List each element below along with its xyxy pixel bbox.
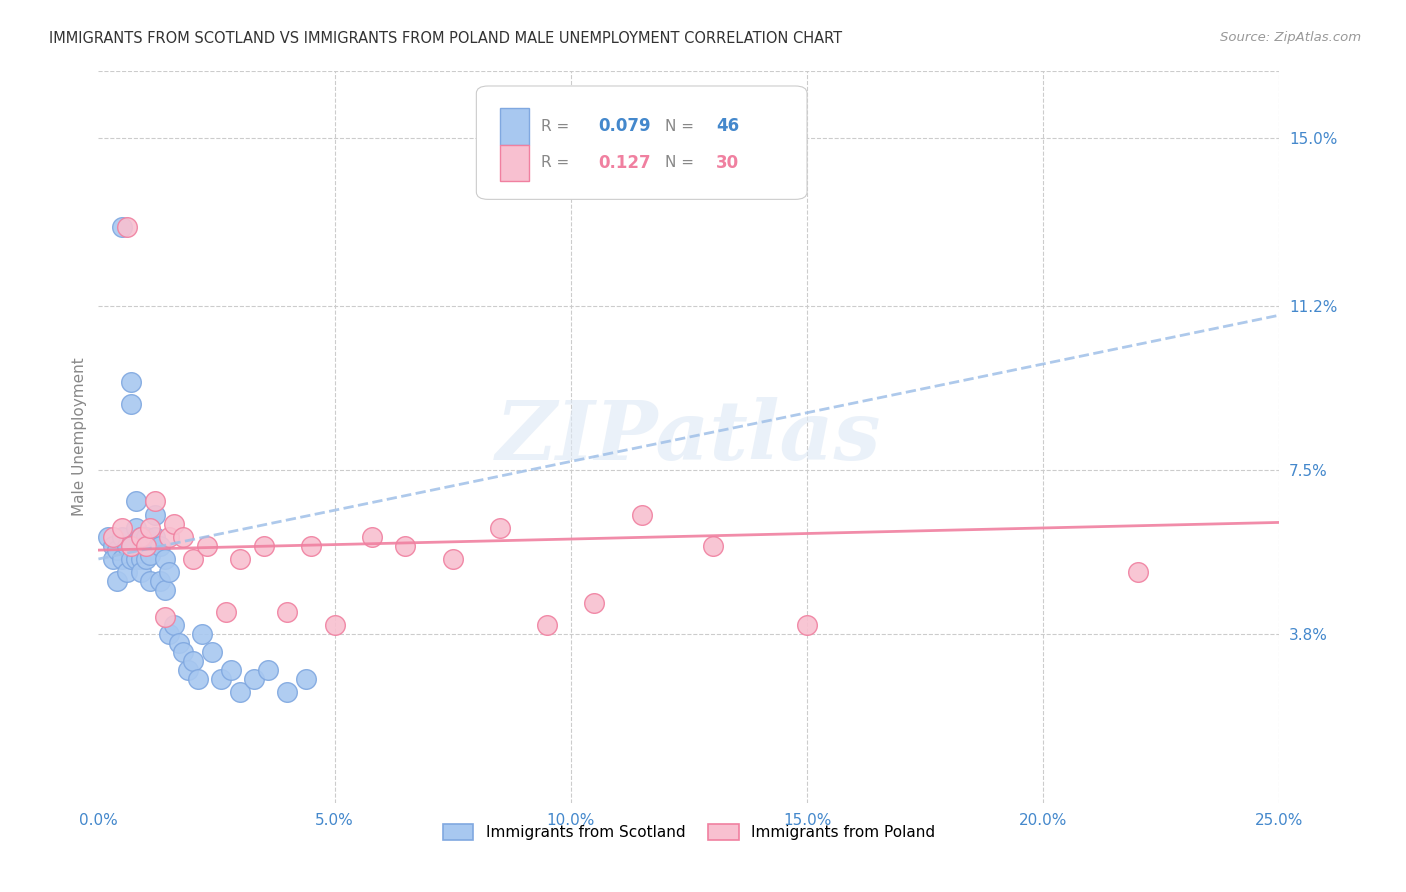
Point: [229, 685, 252, 699]
FancyBboxPatch shape: [501, 145, 530, 181]
Point: [323, 618, 346, 632]
Point: [181, 552, 204, 566]
Point: [229, 552, 252, 566]
Point: [536, 618, 558, 632]
Text: 0.127: 0.127: [598, 153, 651, 172]
Point: [143, 530, 166, 544]
Point: [129, 530, 152, 544]
Point: [111, 521, 134, 535]
Point: [153, 609, 176, 624]
Text: R =: R =: [541, 155, 575, 170]
Text: 0.079: 0.079: [598, 117, 651, 136]
Point: [149, 539, 172, 553]
Point: [299, 539, 322, 553]
Point: [195, 539, 218, 553]
Point: [139, 574, 162, 589]
Point: [394, 539, 416, 553]
Point: [115, 219, 138, 234]
Point: [172, 645, 194, 659]
Point: [219, 663, 242, 677]
Point: [796, 618, 818, 632]
Legend: Immigrants from Scotland, Immigrants from Poland: Immigrants from Scotland, Immigrants fro…: [437, 818, 941, 847]
Point: [177, 663, 200, 677]
Point: [295, 672, 318, 686]
Point: [97, 530, 120, 544]
Point: [489, 521, 512, 535]
Text: 46: 46: [716, 117, 740, 136]
Text: 30: 30: [716, 153, 740, 172]
Point: [135, 530, 157, 544]
Point: [253, 539, 276, 553]
Point: [149, 574, 172, 589]
Point: [121, 397, 143, 411]
Point: [257, 663, 280, 677]
Text: N =: N =: [665, 119, 699, 134]
Point: [121, 552, 143, 566]
Point: [105, 543, 128, 558]
Point: [101, 552, 124, 566]
Point: [276, 605, 298, 619]
Point: [111, 552, 134, 566]
Point: [157, 627, 180, 641]
Text: N =: N =: [665, 155, 699, 170]
Point: [583, 596, 606, 610]
Point: [139, 521, 162, 535]
Point: [135, 539, 157, 553]
Point: [121, 539, 143, 553]
Point: [129, 530, 152, 544]
Point: [187, 672, 209, 686]
Point: [441, 552, 464, 566]
Point: [276, 685, 298, 699]
Point: [115, 539, 138, 553]
Point: [201, 645, 224, 659]
Point: [111, 530, 134, 544]
Point: [125, 521, 148, 535]
Point: [1126, 566, 1149, 580]
Point: [157, 530, 180, 544]
Point: [101, 539, 124, 553]
Point: [125, 552, 148, 566]
Point: [157, 566, 180, 580]
Point: [135, 552, 157, 566]
Point: [125, 494, 148, 508]
Point: [215, 605, 238, 619]
FancyBboxPatch shape: [501, 108, 530, 145]
Point: [167, 636, 190, 650]
Point: [111, 219, 134, 234]
Point: [702, 539, 724, 553]
Point: [129, 552, 152, 566]
Point: [172, 530, 194, 544]
Point: [163, 516, 186, 531]
Text: IMMIGRANTS FROM SCOTLAND VS IMMIGRANTS FROM POLAND MALE UNEMPLOYMENT CORRELATION: IMMIGRANTS FROM SCOTLAND VS IMMIGRANTS F…: [49, 31, 842, 46]
Point: [191, 627, 214, 641]
Point: [115, 566, 138, 580]
Text: Source: ZipAtlas.com: Source: ZipAtlas.com: [1220, 31, 1361, 45]
Point: [209, 672, 232, 686]
Y-axis label: Male Unemployment: Male Unemployment: [72, 358, 87, 516]
Text: ZIPatlas: ZIPatlas: [496, 397, 882, 477]
Point: [153, 552, 176, 566]
Point: [630, 508, 652, 522]
Point: [181, 654, 204, 668]
Point: [143, 508, 166, 522]
Point: [129, 566, 152, 580]
Point: [105, 574, 128, 589]
Point: [153, 582, 176, 597]
Point: [163, 618, 186, 632]
FancyBboxPatch shape: [477, 86, 807, 200]
Point: [243, 672, 266, 686]
Point: [101, 530, 124, 544]
Point: [139, 548, 162, 562]
Point: [121, 375, 143, 389]
Point: [361, 530, 384, 544]
Text: R =: R =: [541, 119, 575, 134]
Point: [143, 494, 166, 508]
